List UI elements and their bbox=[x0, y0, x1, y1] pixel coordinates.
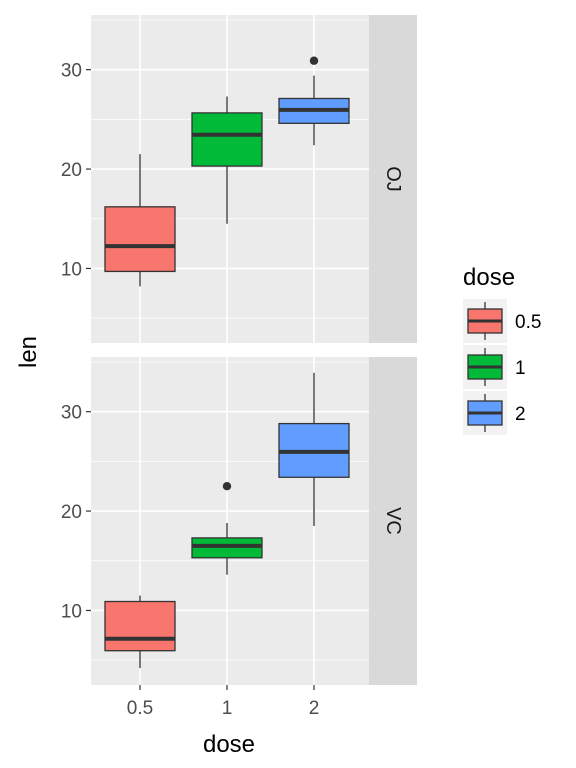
legend-title: dose bbox=[463, 264, 515, 291]
facet-panels: 10 20 30 OJ 10 20 30 VC bbox=[61, 15, 417, 685]
box-VC-1 bbox=[191, 482, 263, 575]
y-tick-label: 30 bbox=[61, 61, 82, 82]
x-tick-label: 1 bbox=[222, 698, 233, 719]
y-axis-title: len bbox=[15, 336, 42, 368]
facet-panel-VC: 10 20 30 VC bbox=[61, 357, 417, 685]
legend-label: 1 bbox=[515, 358, 526, 379]
facet-strip bbox=[369, 15, 417, 343]
legend: dose 0.5 1 2 bbox=[463, 264, 541, 435]
x-axis: 0.5 1 2 bbox=[127, 685, 320, 719]
legend-label: 0.5 bbox=[515, 312, 541, 333]
facet-strip-label: VC bbox=[382, 507, 404, 535]
outlier-point bbox=[222, 482, 232, 491]
box-iqr bbox=[191, 112, 263, 167]
y-tick-label: 10 bbox=[61, 259, 82, 280]
x-axis-title: dose bbox=[203, 731, 255, 758]
y-tick-label: 10 bbox=[61, 601, 82, 622]
legend-keys: 0.5 1 2 bbox=[463, 299, 541, 435]
legend-key-0.5: 0.5 bbox=[463, 299, 541, 343]
x-tick-label: 2 bbox=[309, 698, 320, 719]
box-iqr bbox=[104, 600, 176, 652]
box-OJ-1 bbox=[191, 96, 263, 224]
facet-panel-OJ: 10 20 30 OJ bbox=[61, 15, 417, 343]
legend-label: 2 bbox=[515, 404, 526, 425]
box-VC-2 bbox=[278, 372, 350, 526]
facet-strip-label: OJ bbox=[382, 166, 404, 192]
y-tick-label: 30 bbox=[61, 403, 82, 424]
box-iqr bbox=[104, 206, 176, 273]
legend-key-2: 2 bbox=[463, 391, 526, 435]
y-tick-label: 20 bbox=[61, 502, 82, 523]
panel-background bbox=[91, 15, 369, 343]
outlier-point bbox=[309, 56, 319, 65]
y-tick-label: 20 bbox=[61, 160, 82, 181]
box-VC-0.5 bbox=[104, 595, 176, 669]
facet-strip bbox=[369, 357, 417, 685]
x-tick-label: 0.5 bbox=[127, 698, 153, 719]
box-OJ-0.5 bbox=[104, 154, 176, 287]
box-OJ-2 bbox=[278, 56, 350, 146]
legend-key-1: 1 bbox=[463, 345, 526, 389]
